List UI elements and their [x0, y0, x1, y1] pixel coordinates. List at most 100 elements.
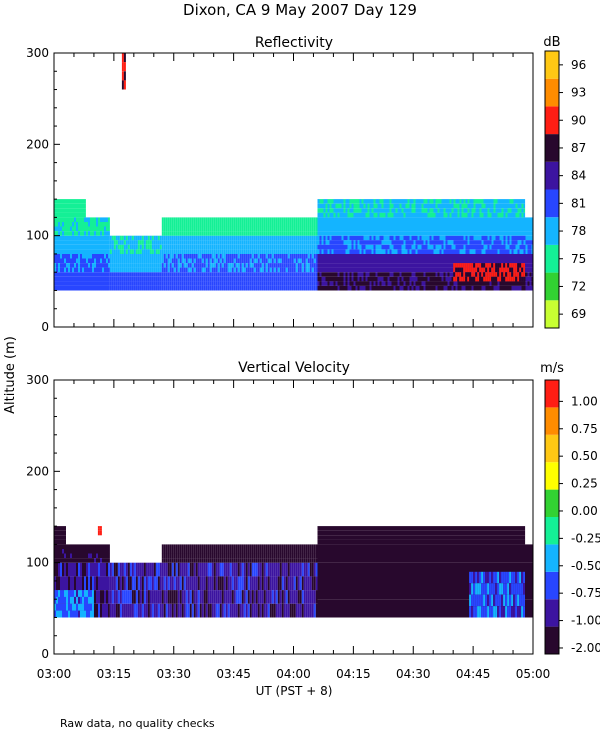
- cell: [72, 249, 74, 254]
- cell: [165, 276, 168, 282]
- cell: [92, 553, 94, 559]
- cell: [163, 276, 166, 282]
- cell: [127, 263, 130, 268]
- cell: [423, 231, 426, 236]
- cell: [109, 253, 112, 259]
- cell: [457, 222, 460, 227]
- cell: [277, 217, 280, 222]
- cell: [189, 276, 192, 282]
- cell: [467, 203, 470, 209]
- cell: [171, 235, 174, 241]
- cell: [177, 576, 180, 591]
- cell: [137, 263, 140, 268]
- cell: [457, 231, 460, 236]
- cell: [78, 276, 80, 282]
- cell: [64, 203, 66, 209]
- cell: [337, 263, 340, 268]
- cell: [529, 226, 532, 232]
- cell: [74, 217, 76, 222]
- cell: [475, 217, 478, 222]
- cell: [161, 222, 164, 227]
- cell: [415, 267, 418, 273]
- cell: [74, 558, 76, 563]
- cell: [68, 267, 70, 273]
- cell: [527, 253, 530, 259]
- cell: [62, 539, 64, 545]
- cell: [161, 240, 164, 245]
- cell: [133, 272, 136, 277]
- cell: [121, 253, 124, 259]
- cell: [96, 235, 98, 241]
- data-region: [317, 235, 533, 254]
- cell: [241, 217, 244, 222]
- cell: [509, 199, 512, 204]
- cell: [54, 549, 56, 554]
- cell: [487, 263, 490, 268]
- cell: [399, 231, 402, 236]
- cell: [181, 244, 184, 250]
- cell: [175, 276, 178, 282]
- cell: [60, 226, 62, 232]
- cell: [471, 263, 474, 268]
- cell: [307, 263, 310, 268]
- cell: [94, 258, 96, 264]
- cell: [419, 222, 422, 227]
- cell: [213, 603, 216, 618]
- cell: [381, 267, 384, 273]
- cell: [525, 276, 528, 282]
- cell: [215, 276, 218, 282]
- cell: [355, 222, 358, 227]
- cell: [111, 267, 114, 273]
- cell: [76, 285, 78, 291]
- cell: [503, 285, 506, 291]
- cell: [471, 199, 474, 204]
- cell: [491, 249, 494, 254]
- cell: [441, 235, 444, 241]
- cell: [461, 231, 464, 236]
- cell: [201, 267, 204, 273]
- cell: [519, 276, 522, 282]
- cell: [273, 285, 276, 291]
- cell: [177, 285, 180, 291]
- cell: [235, 272, 238, 277]
- cell: [273, 276, 276, 282]
- cell: [66, 558, 68, 563]
- cell: [373, 281, 376, 286]
- cell: [499, 244, 502, 250]
- cell: [453, 240, 456, 245]
- cell: [167, 276, 170, 282]
- cell: [509, 267, 512, 273]
- cell: [455, 199, 458, 204]
- cell: [133, 249, 136, 254]
- cell: [271, 272, 274, 277]
- cell: [169, 267, 172, 273]
- cell: [82, 240, 84, 245]
- cell: [313, 249, 316, 254]
- cell: [62, 562, 64, 577]
- cell: [515, 199, 518, 204]
- cell: [367, 267, 370, 273]
- cell: [475, 222, 478, 227]
- cell: [465, 231, 468, 236]
- cell: [395, 285, 398, 291]
- cell: [519, 217, 522, 222]
- cell: [64, 235, 66, 241]
- cell: [343, 285, 346, 291]
- cell: [343, 235, 346, 241]
- cell: [76, 235, 78, 241]
- cell: [419, 258, 422, 264]
- cell: [515, 226, 518, 232]
- cell: [233, 231, 236, 236]
- cell: [435, 208, 438, 213]
- cell: [273, 267, 276, 273]
- cell: [387, 212, 390, 218]
- cell: [163, 231, 166, 236]
- cell: [381, 203, 384, 209]
- cell: [473, 222, 476, 227]
- cell: [247, 258, 250, 264]
- cell: [267, 222, 270, 227]
- cell: [185, 590, 188, 604]
- cell: [62, 208, 64, 213]
- cell: [383, 208, 386, 213]
- cell: [331, 208, 334, 213]
